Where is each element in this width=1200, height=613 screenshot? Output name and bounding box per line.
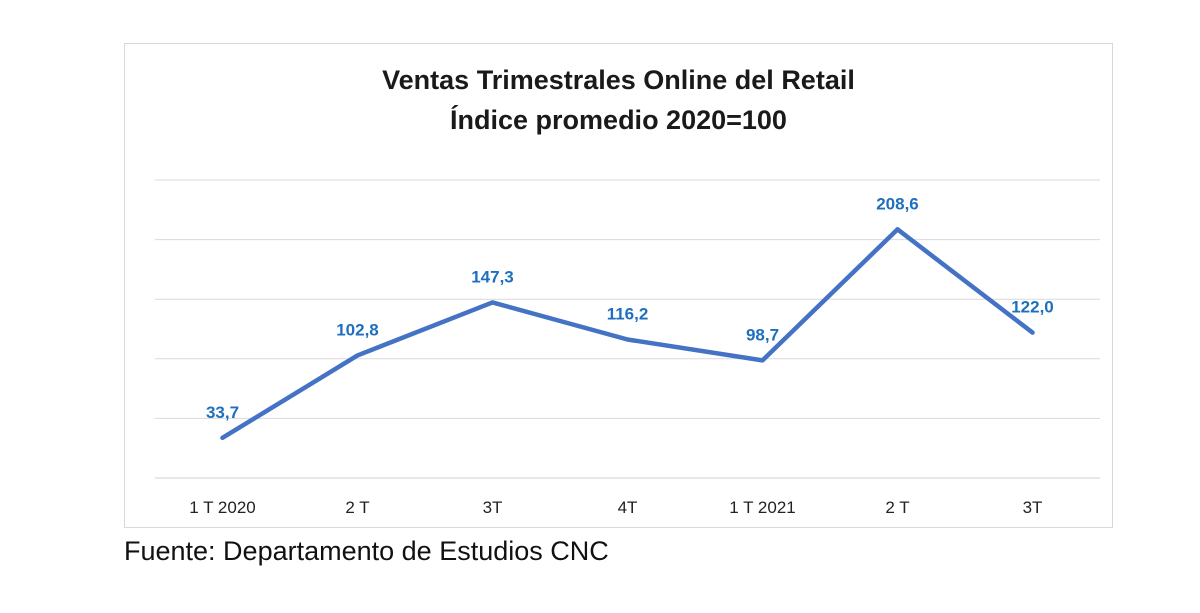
data-label: 147,3 — [471, 267, 514, 286]
x-tick-label: 1 T 2020 — [189, 498, 256, 517]
x-tick-label: 1 T 2021 — [729, 498, 796, 517]
data-label: 102,8 — [336, 320, 379, 339]
data-label: 98,7 — [746, 325, 779, 344]
data-label: 33,7 — [206, 403, 239, 422]
line-chart: 1 T 2020 2 T 3T 4T 1 T 2021 2 T 3T 33,7 102,8 147… — [155, 179, 1100, 517]
chart-title: Ventas Trimestrales Online del Retail — [382, 65, 855, 95]
source-note: Fuente: Departamento de Estudios CNC — [124, 536, 609, 566]
x-tick-label: 3T — [483, 498, 503, 517]
x-tick-label: 4T — [618, 498, 638, 517]
data-label: 208,6 — [876, 194, 919, 213]
data-label: 122,0 — [1011, 298, 1054, 317]
x-tick-label: 2 T — [885, 498, 909, 517]
chart-frame: Ventas Trimestrales Online del Retail Ín… — [124, 43, 1113, 528]
data-label: 116,2 — [607, 304, 649, 323]
chart-subtitle: Índice promedio 2020=100 — [450, 105, 787, 135]
x-tick-label: 2 T — [345, 498, 369, 517]
x-tick-label: 3T — [1023, 498, 1043, 517]
